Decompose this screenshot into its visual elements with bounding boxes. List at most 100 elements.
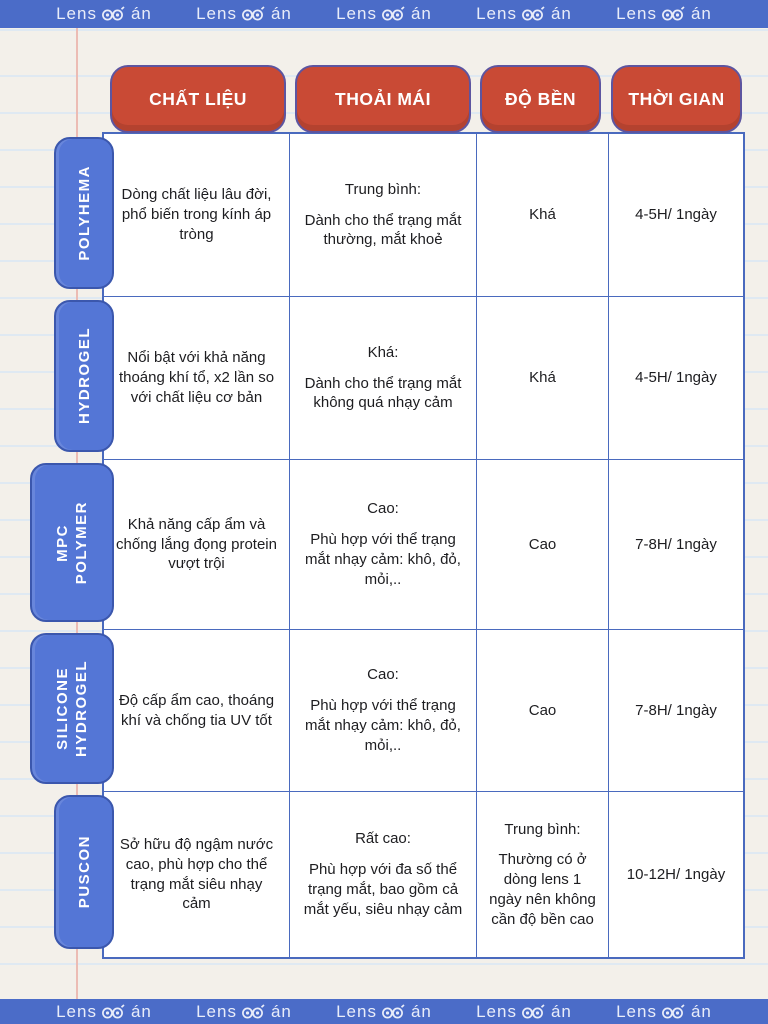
brand-logo-suffix: án <box>270 1001 292 1021</box>
brand-logo-prefix: Lens <box>196 1001 237 1021</box>
cell-duration: 7-8H/ 1ngày <box>609 460 743 630</box>
cell-paragraph: Dòng chất liệu lâu đời, phổ biến trong k… <box>121 186 272 243</box>
cell-durability: Cao <box>477 460 609 630</box>
cell-comfort: Khá: Dành cho thể trạng mắt không quá nhạ… <box>290 297 477 460</box>
cell-comfort: Cao: Phù hợp với thể trạng mắt nhạy cảm: … <box>290 630 477 792</box>
row-label-puscon: PUSCON <box>54 795 114 949</box>
lens-twist-icon <box>662 1003 685 1018</box>
cell-paragraph: Sở hữu độ ngậm nước cao, phù hợp cho thể… <box>119 835 274 913</box>
lens-twist-icon <box>662 6 685 21</box>
brand-logo-prefix: Lens <box>336 4 377 23</box>
cell-paragraph: Khá <box>529 206 556 224</box>
cell-material: Sở hữu độ ngậm nước cao, phù hợp cho thể… <box>104 792 290 957</box>
column-header-material: CHẤT LIỆU <box>110 65 286 133</box>
brand-logo: Lens án <box>56 4 152 24</box>
row-label-text: SILICONE <box>54 667 71 750</box>
bottom-banner: Lens án Lens án Lens <box>0 999 768 1024</box>
brand-logo-suffix: án <box>690 4 712 23</box>
cell-paragraph: 4-5H/ 1ngày <box>635 369 717 387</box>
brand-logo-suffix: án <box>410 4 432 23</box>
cell-paragraph: Trung bình: <box>344 180 422 198</box>
cell-duration: 4-5H/ 1ngày <box>609 134 743 297</box>
cell-paragraph: 7-8H/ 1ngày <box>635 701 717 719</box>
column-header-durability: ĐỘ BỀN <box>480 65 601 133</box>
brand-logo: Lens án <box>616 4 712 24</box>
lens-twist-icon <box>382 1003 405 1018</box>
top-banner: Lens án Lens án Lens <box>0 0 768 28</box>
lens-twist-icon <box>522 6 545 21</box>
brand-logo-prefix: Lens <box>476 4 517 23</box>
cell-paragraph: Thường có ở dòng lens 1 ngày nên không c… <box>489 851 596 928</box>
cell-paragraph: Dành cho thể trạng mắt thường, mắt khoẻ <box>304 211 462 249</box>
cell-durability: Khá <box>477 134 609 297</box>
cell-durability: Trung bình: Thường có ở dòng lens 1 ngày … <box>477 792 609 957</box>
lens-twist-icon <box>242 6 265 21</box>
cell-paragraph: Khá: <box>367 343 399 361</box>
row-label-text: HYDROGEL <box>73 659 90 757</box>
brand-logo-suffix: án <box>270 4 292 23</box>
cell-paragraph: 10-12H/ 1ngày <box>626 865 726 883</box>
brand-logo-suffix: án <box>690 1001 712 1021</box>
cell-paragraph: Khá <box>529 369 556 387</box>
row-label-hydrogel: HYDROGEL <box>54 300 114 452</box>
row-label-text: PUSCON <box>75 835 93 909</box>
lens-twist-icon <box>102 6 125 21</box>
cell-comfort: Cao: Phù hợp với thể trạng mắt nhạy cảm: … <box>290 460 477 630</box>
cell-paragraph: Rất cao: <box>355 830 411 848</box>
cell-duration: 10-12H/ 1ngày <box>609 792 743 957</box>
brand-logo: Lens án <box>476 4 572 24</box>
cell-paragraph: Trung bình: <box>504 820 581 838</box>
cell-paragraph: Nổi bật với khả năng thoáng khí tổ, x2 l… <box>118 349 275 406</box>
brand-logo-suffix: án <box>130 1001 152 1021</box>
cell-paragraph: Khả năng cấp ẩm và chống lắng đọng prote… <box>116 515 277 573</box>
cell-duration: 7-8H/ 1ngày <box>609 630 743 792</box>
brand-logo-prefix: Lens <box>56 4 97 23</box>
cell-durability: Cao <box>477 630 609 792</box>
brand-logo: Lens án <box>616 1002 712 1022</box>
brand-logo-prefix: Lens <box>476 1001 517 1021</box>
cell-paragraph: Dành cho thể trạng mắt không quá nhạy cả… <box>304 374 462 412</box>
brand-logo-prefix: Lens <box>616 1001 657 1021</box>
brand-logo-suffix: án <box>550 4 572 23</box>
brand-logo: Lens án <box>336 4 432 24</box>
cell-paragraph: Độ cấp ẩm cao, thoáng khí và chống tia U… <box>118 691 275 729</box>
row-label-text: MPC <box>54 523 71 562</box>
brand-logo-prefix: Lens <box>196 4 237 23</box>
lens-twist-icon <box>382 6 405 21</box>
cell-comfort: Trung bình: Dành cho thể trạng mắt thường… <box>290 134 477 297</box>
cell-paragraph: Phù hợp với thể trạng mắt nhạy cảm: khô,… <box>305 531 461 588</box>
cell-comfort: Rất cao: Phù hợp với đa số thể trạng mắt,… <box>290 792 477 957</box>
cell-material: Độ cấp ẩm cao, thoáng khí và chống tia U… <box>104 630 290 792</box>
row-label-text: POLYHEMA <box>75 165 93 261</box>
cell-paragraph: Phù hợp với thể trạng mắt nhạy cảm: khô,… <box>305 697 461 754</box>
cell-material: Nổi bật với khả năng thoáng khí tổ, x2 l… <box>104 297 290 460</box>
cell-paragraph: Cao: <box>367 500 399 518</box>
lens-twist-icon <box>102 1003 125 1018</box>
row-label-mpc-polymer: MPC POLYMER <box>30 463 114 622</box>
brand-logo-prefix: Lens <box>616 4 657 23</box>
cell-paragraph: Cao <box>528 701 557 719</box>
brand-logo-prefix: Lens <box>56 1001 97 1021</box>
cell-paragraph: Phù hợp với đa số thể trạng mắt, bao gồm… <box>303 861 463 918</box>
lens-twist-icon <box>242 1003 265 1018</box>
row-label-text: POLYMER <box>73 500 90 585</box>
row-label-polyhema: POLYHEMA <box>54 137 114 289</box>
cell-durability: Khá <box>477 297 609 460</box>
cell-material: Khả năng cấp ẩm và chống lắng đọng prote… <box>104 460 290 630</box>
row-label-silicone-hydrogel: SILICONE HYDROGEL <box>30 633 114 784</box>
row-label-text: HYDROGEL <box>75 327 93 425</box>
comparison-table: Dòng chất liệu lâu đời, phổ biến trong k… <box>102 132 745 959</box>
cell-paragraph: Cao <box>528 535 557 553</box>
cell-paragraph: 4-5H/ 1ngày <box>635 206 717 224</box>
cell-paragraph: Cao: <box>367 666 399 684</box>
brand-logo-suffix: án <box>130 4 152 23</box>
column-header-comfort: THOẢI MÁI <box>295 65 471 133</box>
brand-logo-suffix: án <box>410 1001 432 1021</box>
brand-logo-suffix: án <box>550 1001 572 1021</box>
cell-duration: 4-5H/ 1ngày <box>609 297 743 460</box>
brand-logo-prefix: Lens <box>336 1001 377 1021</box>
column-header-duration: THỜI GIAN <box>611 65 742 133</box>
cell-paragraph: 7-8H/ 1ngày <box>635 535 717 553</box>
brand-logo: Lens án <box>196 1002 292 1022</box>
brand-logo: Lens án <box>476 1002 572 1022</box>
